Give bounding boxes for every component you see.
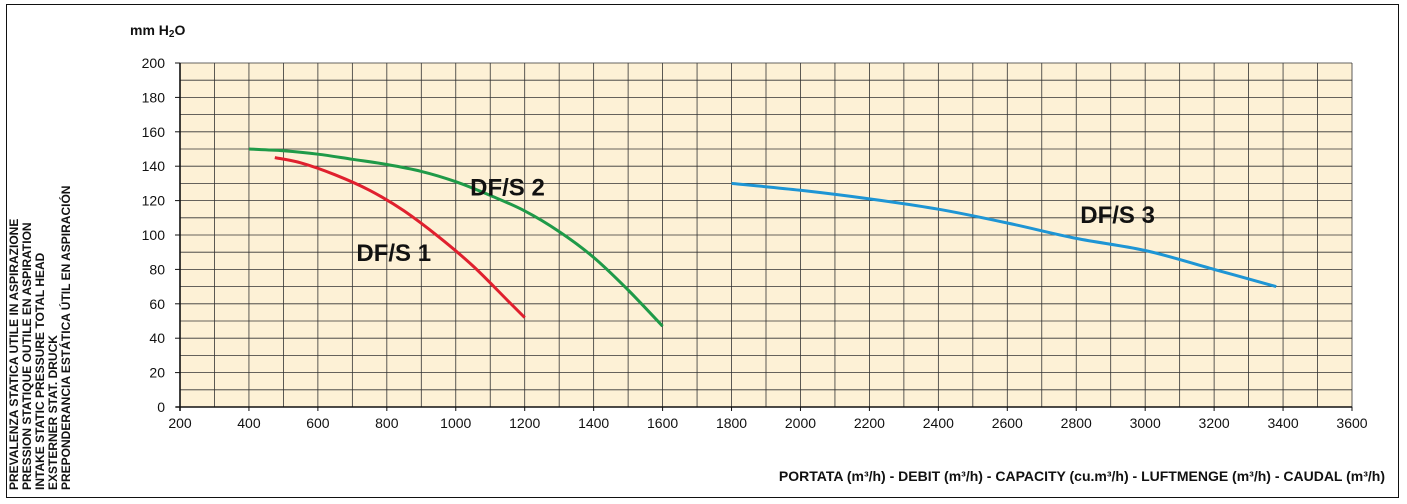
y-tick-label: 40 [149,330,165,346]
y-tick-label: 180 [142,89,166,105]
y-axis-title: PREVALENZA STATICA UTILE IN ASPIRAZIONE … [7,185,73,490]
x-tick-label: 3400 [1267,415,1298,431]
x-tick-label: 400 [237,415,261,431]
x-tick-label: 2800 [1061,415,1092,431]
x-axis-title: PORTATA (m³/h) - DEBIT (m³/h) - CAPACITY… [778,468,1385,484]
x-tick-label: 600 [306,415,330,431]
y-tick-label: 60 [149,296,165,312]
grid [176,62,1353,411]
x-tick-label: 1000 [440,415,471,431]
series-line-3 [731,181,1277,289]
x-tick-label: 1400 [578,415,609,431]
x-tick-label: 2600 [992,415,1023,431]
y-tick-label: 0 [157,399,165,415]
y-tick-label: 20 [149,365,165,381]
x-tick-label: 2000 [785,415,816,431]
series-lines [248,147,1277,328]
y-unit-label: mm H2O [130,22,186,40]
x-tick-label: 3600 [1336,415,1367,431]
x-tick-label: 3000 [1130,415,1161,431]
x-tick-label: 1600 [647,415,678,431]
y-tick-label: 160 [142,124,166,140]
x-tick-label: 1200 [509,415,540,431]
x-tick-label: 1800 [716,415,747,431]
x-tick-label: 2400 [923,415,954,431]
series-line-2 [248,147,664,328]
x-tick-label: 2200 [854,415,885,431]
x-tick-label: 800 [375,415,399,431]
y-tick-label: 200 [142,55,166,71]
series-line-1 [274,156,526,319]
x-tick-label: 3200 [1199,415,1230,431]
series-label-3: DF/S 3 [1080,202,1155,229]
series-label-1: DF/S 1 [356,240,431,267]
series-label-2: DF/S 2 [470,174,545,201]
y-axis-title-line: PREPONDERANCIA ESTÁTICA ÚTIL EN ASPIRACI… [59,185,73,490]
y-tick-label: 80 [149,261,165,277]
series-labels: DF/S 1 DF/S 2 DF/S 3 [356,174,1155,266]
y-tick-label: 120 [142,193,166,209]
y-tick-label: 140 [142,158,166,174]
y-tick-label: 100 [142,227,166,243]
tick-labels: 200 400 600 800 1000 1200 1400 1600 1800 2000 2200… [142,55,1368,431]
x-tick-label: 200 [168,415,192,431]
